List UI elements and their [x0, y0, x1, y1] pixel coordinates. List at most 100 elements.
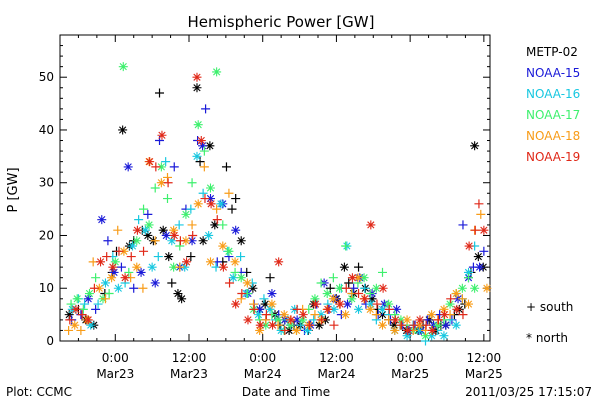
- north-point: [136, 267, 146, 277]
- north-point: [132, 262, 142, 272]
- north-point: [123, 162, 133, 172]
- y-tick-label: 30: [39, 176, 54, 190]
- plot-timestamp: 2011/03/25 17:15:07: [465, 385, 592, 399]
- north-point: [310, 294, 320, 304]
- north-point: [100, 278, 110, 288]
- north-point: [182, 257, 192, 267]
- south-point: [186, 204, 196, 214]
- south-point: [80, 299, 90, 309]
- north-point: [378, 320, 387, 330]
- north-point: [255, 320, 265, 330]
- series-metp-02: [64, 83, 488, 335]
- south-point: [186, 252, 196, 262]
- south-point: [446, 294, 456, 304]
- north-point: [279, 310, 289, 320]
- north-point: [359, 273, 369, 283]
- north-point: [470, 283, 480, 293]
- south-point: [397, 320, 407, 330]
- north-point: [192, 151, 202, 161]
- north-point: [181, 236, 191, 246]
- north-point: [127, 241, 137, 251]
- south-point: [378, 267, 387, 277]
- north-point: [253, 310, 263, 320]
- south-point: [129, 283, 139, 293]
- south-point: [199, 162, 209, 172]
- north-point: [206, 183, 215, 193]
- north-point: [107, 273, 117, 283]
- north-point: [335, 283, 344, 293]
- legend-entry: NOAA-18: [526, 129, 580, 143]
- north-point: [83, 315, 93, 325]
- y-tick-label: 20: [39, 228, 54, 242]
- north-point: [173, 289, 183, 299]
- south-point: [341, 241, 351, 251]
- north-point: [267, 299, 277, 309]
- north-point: [236, 273, 246, 283]
- north-point: [440, 310, 450, 320]
- north-point: [342, 299, 352, 309]
- north-point: [96, 257, 106, 267]
- north-point: [70, 320, 80, 330]
- x-tick-date-label: Mar25: [465, 367, 503, 381]
- south-point: [365, 289, 375, 299]
- north-point: [378, 304, 387, 314]
- north-point: [218, 241, 228, 251]
- south-point: [479, 246, 489, 256]
- north-point: [83, 294, 93, 304]
- north-point: [445, 299, 455, 309]
- south-point: [124, 267, 134, 277]
- south-point: [104, 289, 114, 299]
- south-point: [464, 273, 473, 283]
- north-point: [132, 225, 142, 235]
- north-point: [347, 294, 357, 304]
- south-point: [221, 162, 231, 172]
- south-point: [476, 209, 486, 219]
- south-point: [169, 162, 179, 172]
- north-point: [145, 157, 155, 167]
- legend: METP-02 NOAA-15 NOAA-16 NOAA-17 NOAA-18 NOAA-…: [526, 45, 580, 164]
- south-point: [143, 209, 153, 219]
- north-point: [366, 220, 376, 230]
- south-point: [371, 310, 381, 320]
- north-point: [267, 289, 277, 299]
- south-point: [138, 283, 148, 293]
- south-point: [150, 183, 160, 193]
- north-point: [482, 283, 492, 293]
- north-point: [475, 262, 485, 272]
- south-point: [317, 315, 327, 325]
- north-point: [255, 304, 265, 314]
- south-point: [236, 252, 246, 262]
- series-noaa-17: [66, 62, 480, 341]
- north-point: [164, 252, 174, 262]
- north-point: [268, 320, 278, 330]
- legend-entry: NOAA-17: [526, 108, 580, 122]
- north-point: [303, 325, 313, 335]
- south-point: [175, 241, 185, 251]
- north-point: [464, 299, 473, 309]
- north-point: [255, 325, 265, 335]
- north-point: [274, 257, 284, 267]
- north-point: [118, 125, 128, 135]
- north-point: [196, 136, 206, 146]
- south-point: [325, 283, 335, 293]
- y-tick-label: 40: [39, 123, 54, 137]
- south-point: [249, 304, 259, 314]
- south-point: [457, 294, 467, 304]
- north-point: [72, 294, 82, 304]
- x-axis: 0:00 Mar23 12:00 Mar23 0:00 Mar24 12:00 Mar24 0:…: [59, 35, 503, 381]
- south-point: [259, 294, 269, 304]
- north-point: [118, 62, 128, 72]
- north-point: [212, 67, 222, 77]
- north-point: [414, 320, 424, 330]
- north-point: [273, 315, 283, 325]
- north-point: [335, 299, 345, 309]
- north-point: [161, 230, 171, 240]
- north-point: [206, 199, 216, 209]
- north-point: [464, 267, 473, 277]
- south-point: [230, 267, 240, 277]
- north-point: [198, 236, 208, 246]
- south-point: [329, 320, 339, 330]
- north-point: [108, 262, 118, 272]
- north-point: [198, 141, 208, 151]
- south-point: [458, 220, 468, 230]
